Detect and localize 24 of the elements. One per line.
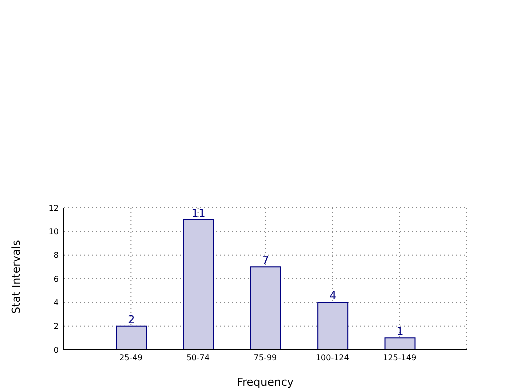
x-tick-label: 50-74 bbox=[186, 354, 210, 363]
data-label: 1 bbox=[396, 325, 404, 338]
y-tick-label: 2 bbox=[54, 322, 59, 332]
data-label: 11 bbox=[192, 206, 206, 220]
y-axis-title: Stat Intervals bbox=[10, 240, 23, 314]
y-tick-label: 8 bbox=[54, 251, 59, 260]
x-tick-label: 25-49 bbox=[120, 354, 143, 363]
y-tick-label: 6 bbox=[54, 274, 59, 284]
x-tick-label: 125-149 bbox=[383, 354, 417, 363]
data-label: 2 bbox=[128, 313, 136, 326]
bar bbox=[250, 266, 282, 350]
bar bbox=[183, 219, 214, 350]
data-label: 4 bbox=[330, 290, 337, 303]
y-tick-label: 10 bbox=[48, 228, 59, 237]
bar bbox=[384, 338, 416, 350]
data-label: 7 bbox=[262, 254, 270, 268]
y-tick-label: 0 bbox=[54, 346, 59, 355]
y-tick-label: 4 bbox=[54, 298, 59, 308]
bar bbox=[318, 302, 349, 350]
x-tick-label: 75-99 bbox=[254, 354, 278, 363]
x-tick-label: 100-124 bbox=[316, 354, 350, 363]
y-tick-label: 12 bbox=[48, 204, 59, 213]
x-axis-title: Frequency bbox=[237, 376, 294, 389]
bar bbox=[116, 326, 148, 350]
